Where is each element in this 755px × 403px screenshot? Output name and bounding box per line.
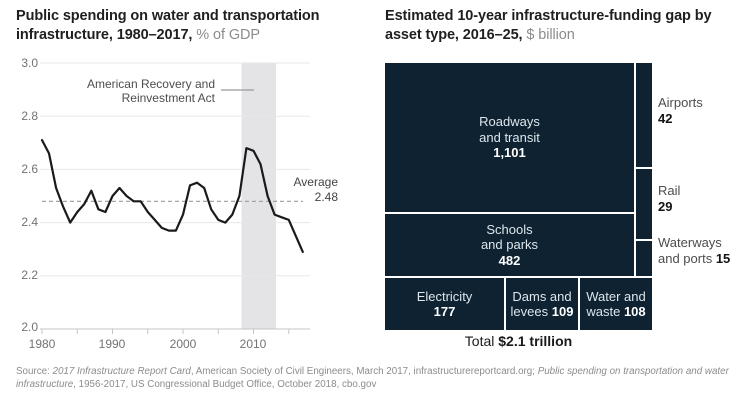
dams-label-line2: levees 109 [510, 304, 574, 319]
treemap-cell-water: Water and waste 108 [580, 278, 652, 330]
airports-label: Airports [658, 95, 703, 110]
airports-value: 42 [658, 111, 673, 126]
treemap-cell-dams: Dams and levees 109 [506, 278, 578, 330]
x-axis-label: 1990 [98, 337, 126, 351]
rail-label: Rail [658, 183, 681, 198]
right-chart-title-text: Estimated 10-year infrastructure-funding… [385, 8, 712, 43]
treemap-cell-roadways: Roadways and transit 1,101 [385, 63, 634, 212]
x-axis-label: 2010 [239, 337, 267, 351]
source-italic-1: 2017 Infrastructure Report Card [52, 366, 191, 377]
left-chart-title-text: Public spending on water and transportat… [16, 8, 320, 43]
x-axis-label: 2000 [169, 337, 197, 351]
left-chart-title: Public spending on water and transportat… [16, 7, 368, 45]
treemap: Roadways and transit 1,101 Schools and p… [385, 63, 652, 330]
spending-line-series [40, 139, 304, 253]
rail-value: 29 [658, 199, 673, 214]
right-chart-title-unit: $ billion [522, 27, 575, 43]
treemap-total: Total $2.1 trillion [385, 333, 652, 349]
average-label: Average [293, 175, 338, 189]
source-note: Source: 2017 Infrastructure Report Card,… [16, 366, 729, 390]
water-value: 108 [623, 304, 646, 319]
dams-value: 109 [551, 304, 574, 319]
y-axis-label: 2.6 [21, 162, 38, 176]
arra-highlight-band [241, 63, 277, 329]
treemap-cell-schools: Schools and parks 482 [385, 214, 634, 276]
water-label-line1: Water and [586, 288, 646, 304]
x-axis-label: 1980 [28, 337, 56, 351]
treemap-cell-waterways [636, 241, 652, 276]
arra-annotation-line1: American Recovery and [86, 77, 215, 91]
treemap-cell-electricity: Electricity 177 [385, 278, 504, 330]
treemap-cell-airports [636, 63, 652, 167]
y-axis-label: 2.2 [21, 268, 38, 282]
average-value: 2.48 [314, 190, 338, 204]
arra-annotation: American Recovery and Reinvestment Act [53, 77, 215, 105]
waterways-value: 15 [715, 251, 731, 266]
schools-label-line1: Schools [486, 221, 533, 237]
y-axis-label: 3.0 [21, 56, 38, 70]
treemap-outside-label-rail: Rail 29 [658, 183, 680, 215]
roadways-label-line1: Roadways [479, 114, 540, 130]
water-label-line2: waste 108 [586, 304, 646, 319]
roadways-value: 1,101 [493, 145, 526, 161]
y-axis-label: 2.8 [21, 109, 38, 123]
treemap-outside-label-airports: Airports 42 [658, 95, 703, 127]
roadways-label-line2: and transit [479, 129, 540, 145]
electricity-label: Electricity [416, 288, 473, 304]
average-annotation: Average 2.48 [266, 175, 338, 205]
left-chart-title-unit: % of GDP [192, 27, 260, 43]
electricity-value: 177 [433, 304, 456, 319]
arra-annotation-line2: Reinvestment Act [121, 91, 215, 105]
line-chart-svg [40, 62, 310, 334]
waterways-label-line2: and ports 15 [658, 251, 731, 266]
treemap-cell-rail [636, 169, 652, 239]
total-value: $2.1 trillion [498, 333, 573, 349]
y-axis-label: 2.4 [21, 215, 38, 229]
dams-label-line1: Dams and [512, 288, 572, 304]
total-label: Total [464, 333, 499, 349]
schools-value: 482 [498, 252, 521, 268]
waterways-label-line1: Waterways [658, 235, 722, 250]
source-italic-2: Public spending on transportation and wa… [16, 366, 729, 390]
treemap-outside-label-waterways: Waterways and ports 15 [658, 235, 730, 267]
y-axis-label: 2.0 [21, 320, 38, 334]
right-chart-title: Estimated 10-year infrastructure-funding… [385, 7, 745, 45]
schools-label-line2: and parks [480, 237, 539, 253]
